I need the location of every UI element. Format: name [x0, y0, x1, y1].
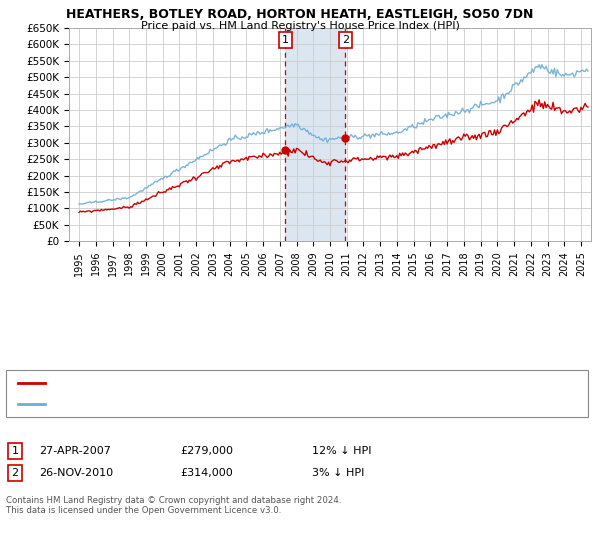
Text: £314,000: £314,000 [180, 468, 233, 478]
Text: 12% ↓ HPI: 12% ↓ HPI [312, 446, 371, 456]
Text: 1: 1 [11, 446, 19, 456]
Text: HPI: Average price, detached house, Eastleigh: HPI: Average price, detached house, East… [51, 399, 281, 409]
Text: 2: 2 [342, 35, 349, 45]
Text: HEATHERS, BOTLEY ROAD, HORTON HEATH, EASTLEIGH, SO50 7DN: HEATHERS, BOTLEY ROAD, HORTON HEATH, EAS… [67, 8, 533, 21]
Text: Price paid vs. HM Land Registry's House Price Index (HPI): Price paid vs. HM Land Registry's House … [140, 21, 460, 31]
Text: 1: 1 [282, 35, 289, 45]
Text: 2: 2 [11, 468, 19, 478]
Text: 26-NOV-2010: 26-NOV-2010 [39, 468, 113, 478]
Text: 3% ↓ HPI: 3% ↓ HPI [312, 468, 364, 478]
Bar [286, 28, 346, 241]
Text: 27-APR-2007: 27-APR-2007 [39, 446, 111, 456]
Text: Contains HM Land Registry data © Crown copyright and database right 2024.
This d: Contains HM Land Registry data © Crown c… [6, 496, 341, 515]
Text: £279,000: £279,000 [180, 446, 233, 456]
Text: HEATHERS, BOTLEY ROAD, HORTON HEATH, EASTLEIGH, SO50 7DN (detached house): HEATHERS, BOTLEY ROAD, HORTON HEATH, EAS… [51, 378, 476, 388]
